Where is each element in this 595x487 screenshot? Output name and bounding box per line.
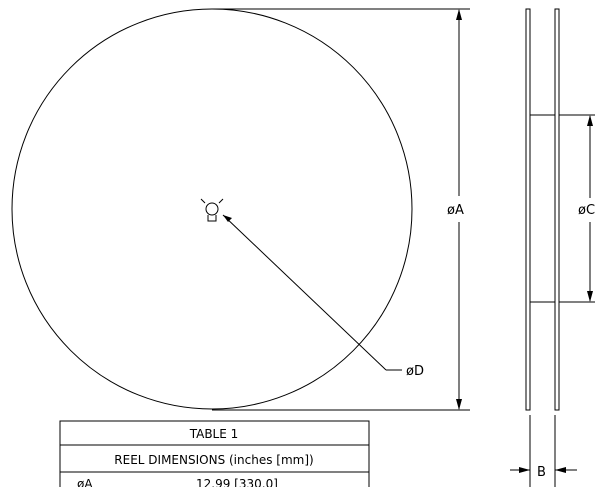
flange-right [554, 8, 560, 411]
hub-circle [205, 202, 219, 216]
table-row-value: 12.99 [330.0] [196, 477, 278, 487]
hub-keys [200, 198, 224, 222]
leader-line-d [222, 214, 387, 371]
label-diameter-a: øA [447, 203, 464, 218]
reel-side-view: øC B [510, 8, 595, 487]
table-row-label: øA [77, 477, 93, 487]
label-diameter-c: øC [578, 203, 595, 218]
arrowhead-a-bottom [456, 399, 462, 410]
arrowhead-b-left [519, 467, 530, 473]
arrowhead-c-bottom [587, 291, 593, 302]
arrowhead-a-top [456, 9, 462, 20]
reel-front-view: øD [11, 8, 424, 410]
label-diameter-d: øD [406, 364, 424, 379]
reel-dimensions-table: TABLE 1 REEL DIMENSIONS (inches [mm]) øA… [59, 420, 370, 487]
table-border [59, 420, 370, 487]
table-subtitle: REEL DIMENSIONS (inches [mm]) [114, 453, 313, 467]
dimension-a: øA [212, 8, 470, 411]
hub [200, 198, 224, 222]
arrowhead-d [223, 215, 232, 222]
flange-left [525, 8, 531, 411]
arrowhead-c-top [587, 115, 593, 126]
reel-outline [11, 8, 413, 410]
label-width-b: B [537, 465, 546, 480]
arrowhead-b-right [555, 467, 566, 473]
table-title: TABLE 1 [189, 427, 239, 441]
